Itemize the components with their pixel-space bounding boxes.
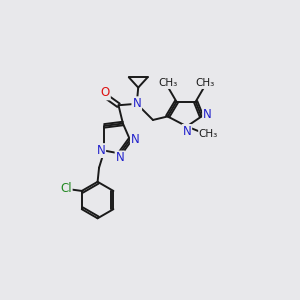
Text: CH₃: CH₃ <box>195 79 214 88</box>
Text: O: O <box>100 86 110 99</box>
Text: N: N <box>132 97 141 110</box>
Text: CH₃: CH₃ <box>158 79 177 88</box>
Text: N: N <box>182 125 191 138</box>
Text: Cl: Cl <box>60 182 72 195</box>
Text: N: N <box>131 133 140 146</box>
Text: N: N <box>116 152 124 164</box>
Text: N: N <box>203 109 212 122</box>
Text: CH₃: CH₃ <box>199 129 218 140</box>
Text: N: N <box>97 144 105 157</box>
